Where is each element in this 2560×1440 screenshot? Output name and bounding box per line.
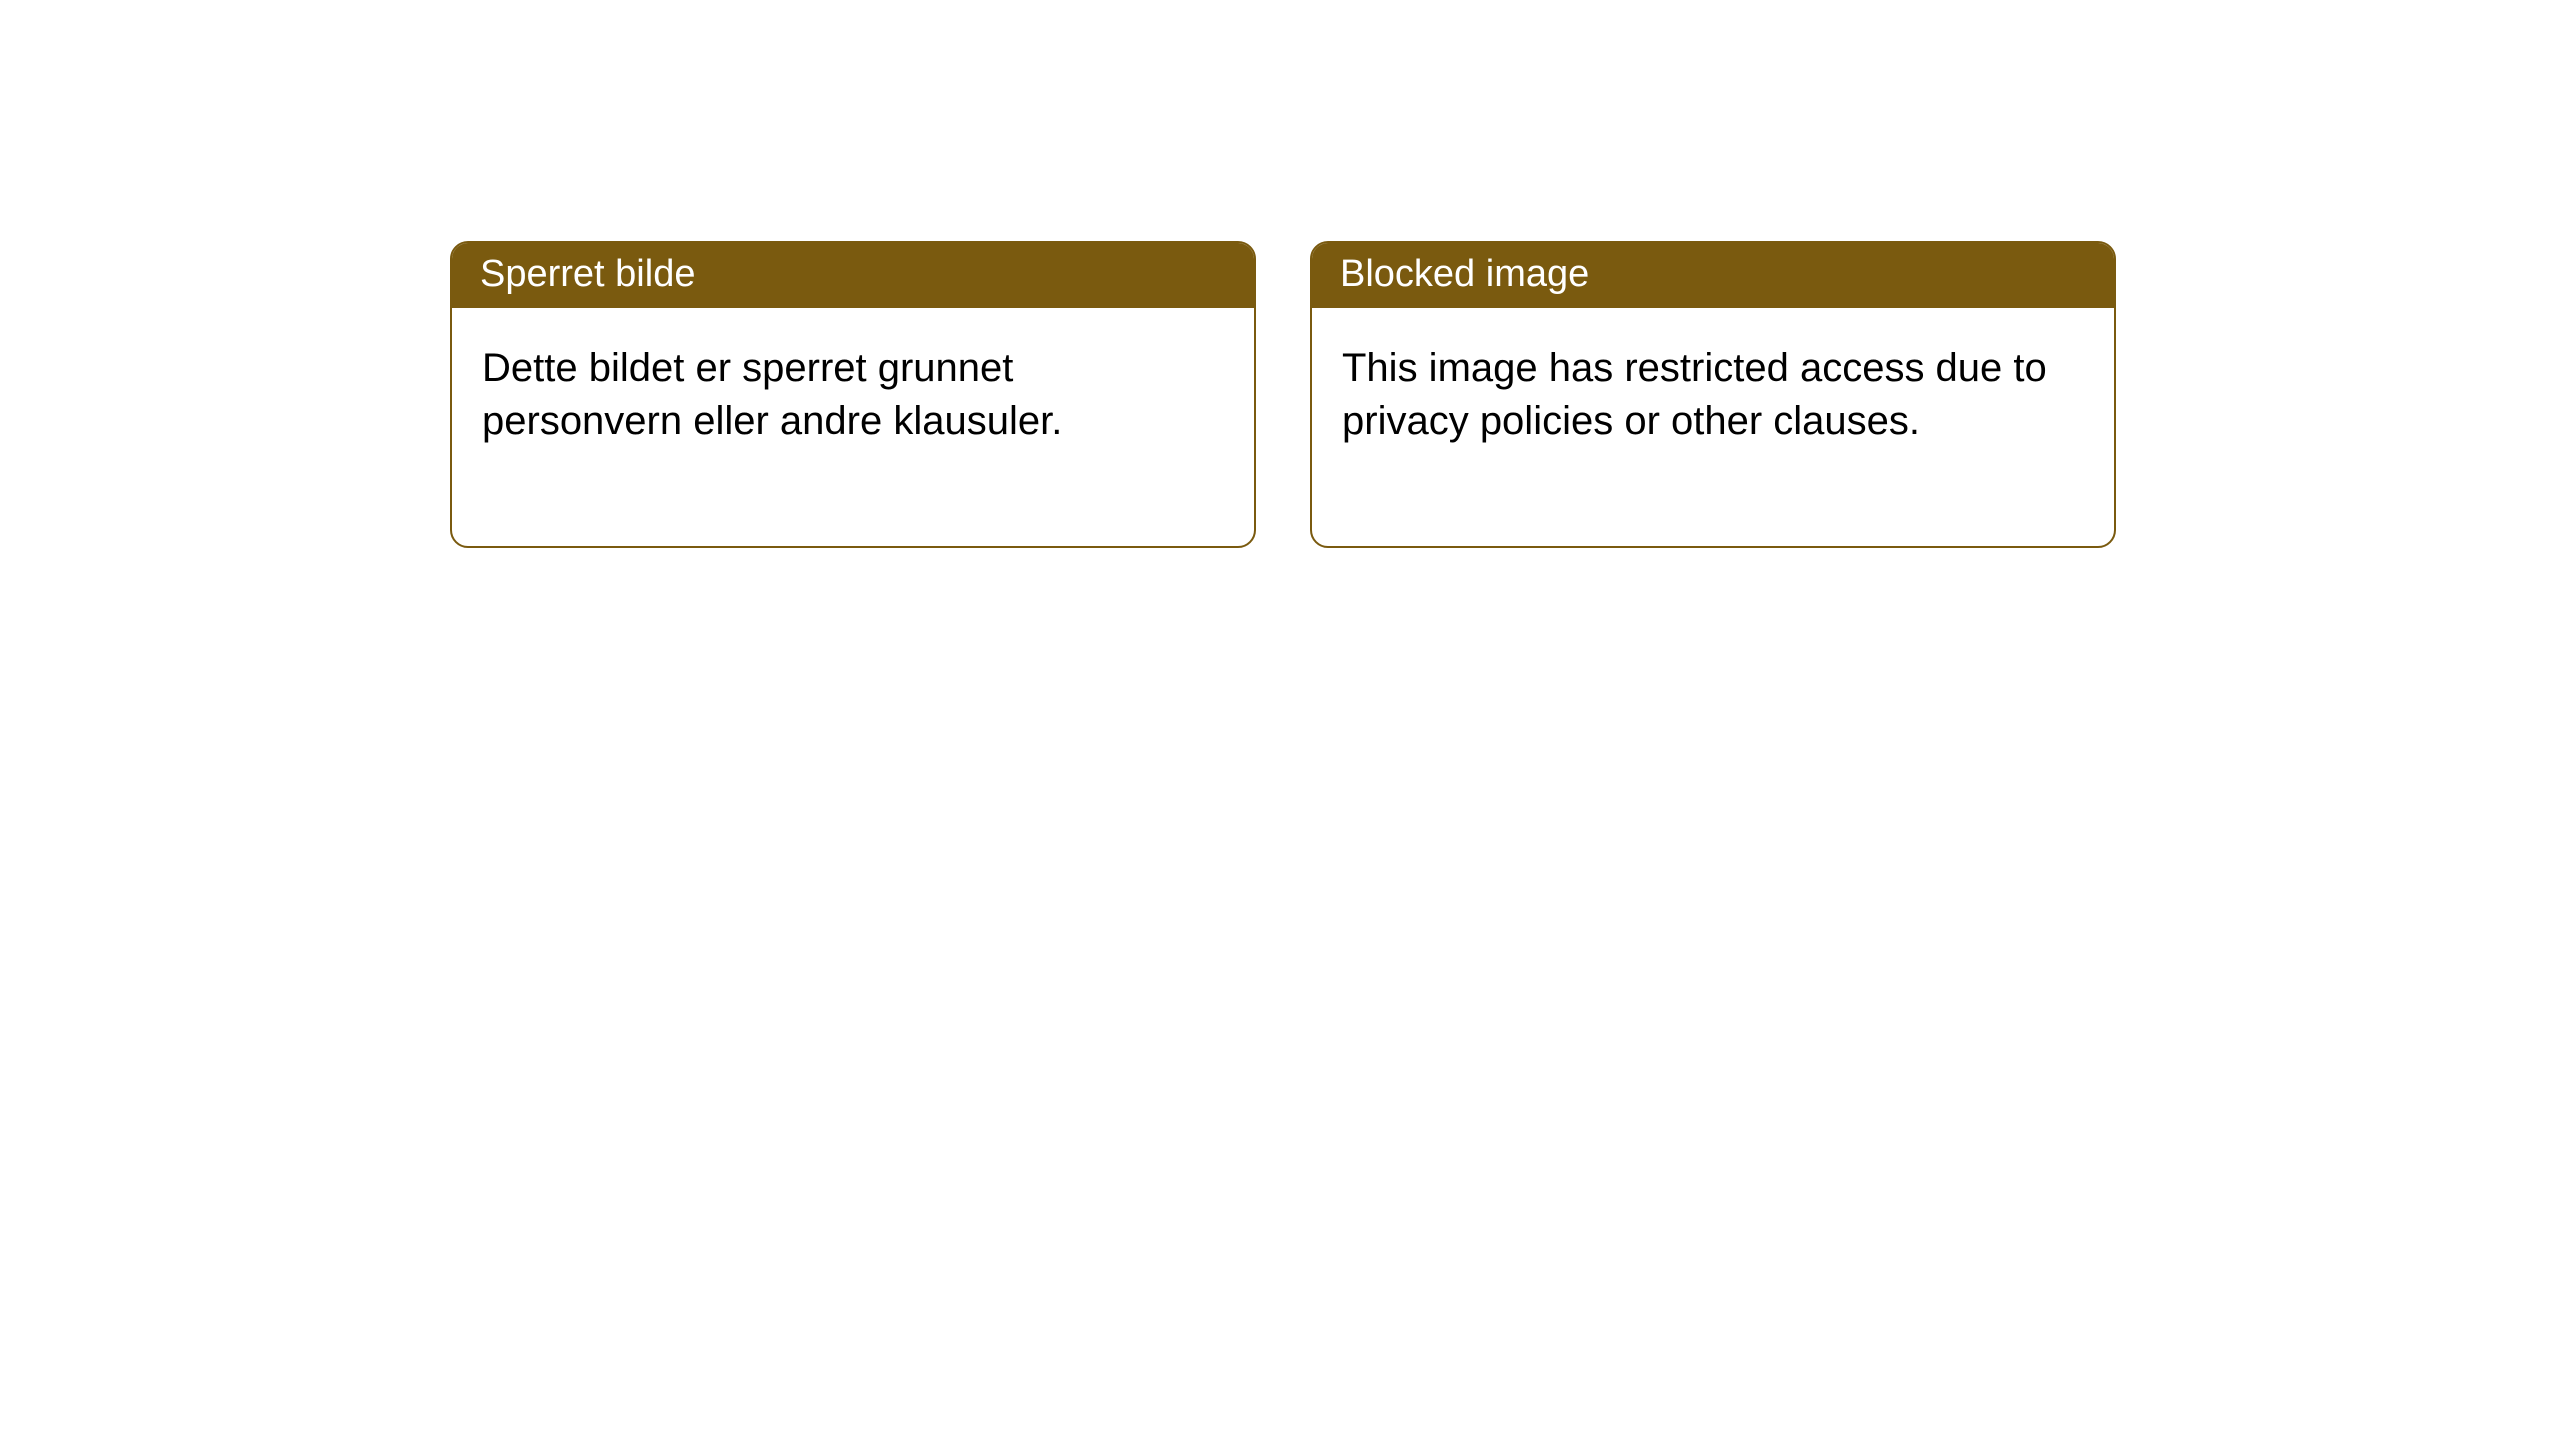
notice-body-en: This image has restricted access due to … <box>1312 308 2114 546</box>
notice-header-en: Blocked image <box>1312 243 2114 308</box>
notice-body-no: Dette bildet er sperret grunnet personve… <box>452 308 1254 546</box>
notice-header-no: Sperret bilde <box>452 243 1254 308</box>
notice-title-no: Sperret bilde <box>480 253 695 295</box>
notice-container: Sperret bilde Dette bildet er sperret gr… <box>0 0 2560 548</box>
notice-card-no: Sperret bilde Dette bildet er sperret gr… <box>450 241 1256 548</box>
notice-title-en: Blocked image <box>1340 253 1589 295</box>
notice-card-en: Blocked image This image has restricted … <box>1310 241 2116 548</box>
notice-text-en: This image has restricted access due to … <box>1342 346 2047 443</box>
notice-text-no: Dette bildet er sperret grunnet personve… <box>482 346 1062 443</box>
